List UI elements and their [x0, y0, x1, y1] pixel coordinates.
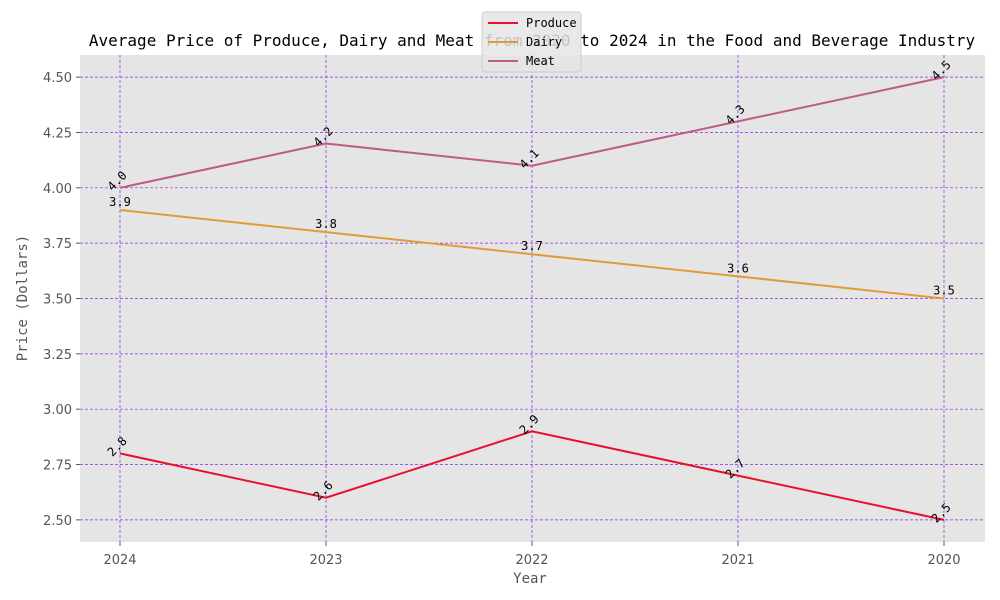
y-axis-label: Price (Dollars) — [15, 235, 31, 361]
legend-label: Dairy — [526, 35, 562, 49]
grid-lines — [80, 55, 985, 542]
x-tick-label: 2024 — [103, 553, 136, 568]
x-tick-label: 2022 — [515, 553, 548, 568]
series-lines — [119, 76, 945, 521]
y-tick-label: 2.50 — [43, 514, 72, 529]
data-label: 3.5 — [933, 284, 955, 298]
x-tick-label: 2023 — [309, 553, 342, 568]
y-tick-label: 3.25 — [43, 348, 72, 363]
x-axis-ticks: 2024 2023 2022 2021 2020 — [103, 542, 961, 568]
legend: Produce Dairy Meat — [481, 11, 582, 73]
y-tick-label: 3.00 — [43, 403, 72, 418]
legend-box — [481, 11, 582, 73]
y-tick-label: 2.75 — [43, 459, 72, 474]
y-tick-label: 4.25 — [43, 126, 72, 141]
series-line-dairy — [119, 208, 945, 300]
y-axis-ticks: 2.50 2.75 3.00 3.25 3.50 3.75 4.00 4.25 4.50 — [43, 71, 80, 529]
y-tick-label: 3.75 — [43, 237, 72, 252]
y-tick-label: 4.00 — [43, 182, 72, 197]
legend-label: Meat — [526, 54, 555, 68]
legend-label: Produce — [526, 16, 577, 30]
data-label: 3.6 — [727, 261, 749, 275]
series-line-meat — [119, 76, 945, 189]
y-tick-label: 4.50 — [43, 71, 72, 86]
series-line-produce — [119, 430, 945, 521]
data-label: 3.8 — [315, 217, 337, 231]
x-axis-label: Year — [513, 571, 547, 587]
y-tick-label: 3.50 — [43, 293, 72, 308]
data-label: 3.7 — [521, 239, 543, 253]
x-tick-label: 2021 — [721, 553, 754, 568]
x-tick-label: 2020 — [927, 553, 960, 568]
data-label: 3.9 — [109, 195, 131, 209]
